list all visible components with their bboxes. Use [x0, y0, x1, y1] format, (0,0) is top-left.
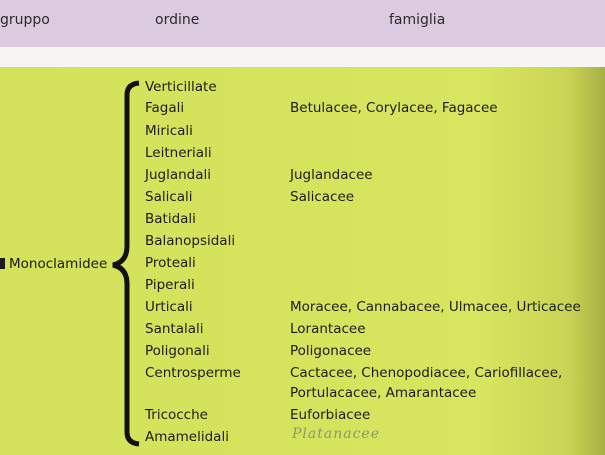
ordine-cell: Juglandali: [145, 167, 212, 183]
ordine-cell: Leitneriali: [145, 145, 212, 161]
ordine-cell: Batidali: [145, 211, 196, 227]
famiglia-cell: Cactacee, Chenopodiacee, Cariofillacee,: [290, 365, 563, 381]
ordine-cell: Miricali: [145, 123, 193, 139]
ordine-cell: Fagali: [145, 100, 185, 116]
famiglia-cell: Moracee, Cannabacee, Ulmacee, Urticacee: [290, 299, 581, 315]
ordine-cell: Salicali: [145, 189, 193, 205]
header-ordine: ordine: [155, 12, 200, 28]
ordine-cell: Proteali: [145, 255, 196, 271]
bullet-marker: [0, 258, 5, 269]
handwritten-note: Platanacee: [292, 426, 380, 442]
famiglia-cell: Portulacacee, Amarantacee: [290, 385, 477, 401]
ordine-cell: Poligonali: [145, 343, 210, 359]
ordine-cell: Centrosperme: [145, 365, 241, 381]
ordine-cell: Verticillate: [145, 79, 217, 95]
famiglia-cell: Euforbiacee: [290, 407, 371, 423]
group-label: Monoclamidee: [0, 256, 107, 272]
group-name: Monoclamidee: [9, 256, 108, 272]
ordine-cell: Piperali: [145, 277, 195, 293]
famiglia-cell: Betulacee, Corylacee, Fagacee: [290, 100, 498, 116]
famiglia-cell: Salicacee: [290, 189, 355, 205]
separator: [0, 47, 605, 67]
header-famiglia: famiglia: [389, 12, 446, 28]
table-header: gruppo ordine famiglia: [0, 0, 605, 47]
famiglia-cell: Juglandacee: [290, 167, 373, 183]
header-gruppo: gruppo: [0, 12, 50, 28]
ordine-cell: Tricocche: [145, 407, 208, 423]
ordine-cell: Amamelidali: [145, 429, 229, 445]
ordine-cell: Balanopsidali: [145, 233, 236, 249]
famiglia-cell: Lorantacee: [290, 321, 366, 337]
ordine-cell: Urticali: [145, 299, 193, 315]
ordine-cell: Santalali: [145, 321, 204, 337]
famiglia-cell: Poligonacee: [290, 343, 372, 359]
table-body: [0, 67, 605, 455]
